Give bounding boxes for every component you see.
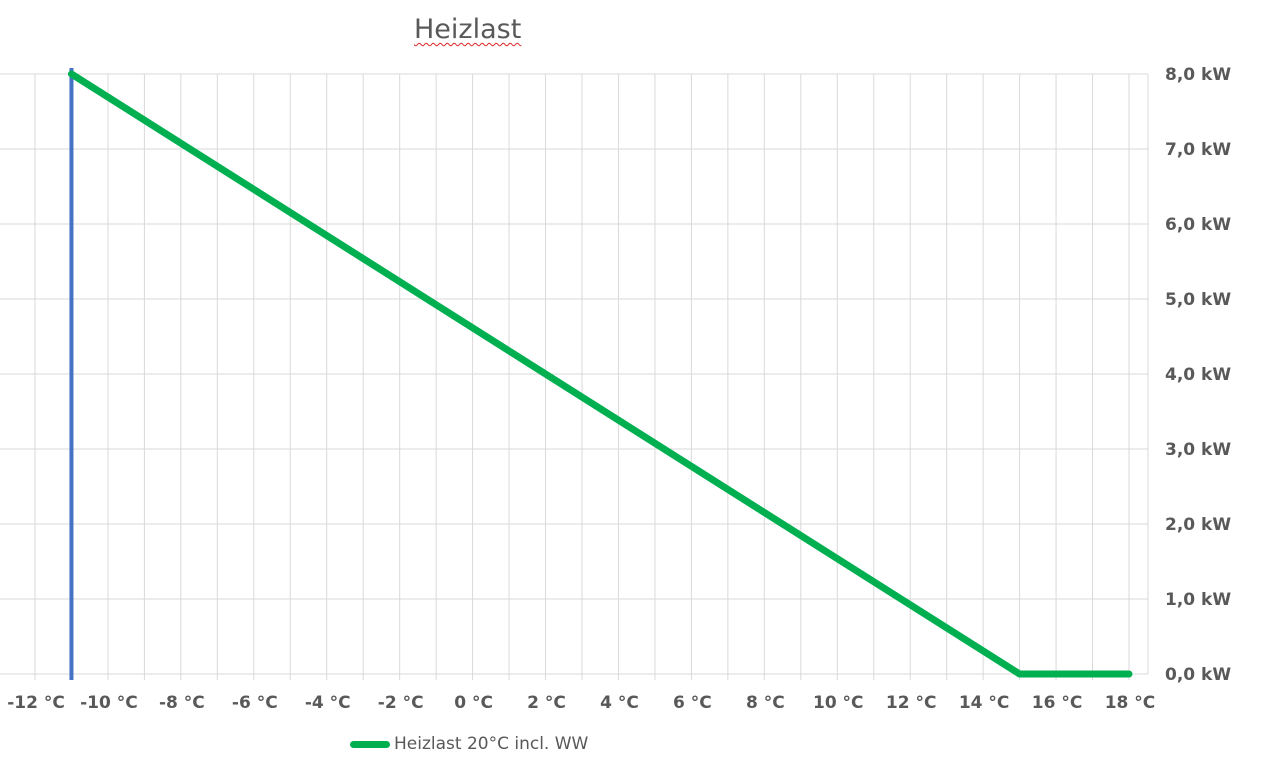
y-tick-label: 8,0 kW (1165, 65, 1231, 85)
legend-label: Heizlast 20°C incl. WW (394, 734, 589, 754)
chart-title: Heizlast (414, 14, 522, 45)
y-tick-label: 6,0 kW (1165, 215, 1231, 235)
x-tick-label: -6 °C (232, 693, 278, 713)
x-axis-tick-labels: -12 °C -10 °C -8 °C -6 °C -4 °C -2 °C 0 °C 2 °C… (7, 693, 1155, 713)
x-tick-label: -8 °C (159, 693, 205, 713)
x-tick-label: 18 °C (1105, 693, 1156, 713)
y-tick-label: 5,0 kW (1165, 290, 1231, 310)
x-tick-label: 10 °C (813, 693, 864, 713)
x-tick-label: 8 °C (746, 693, 785, 713)
y-tick-label: 7,0 kW (1165, 140, 1231, 160)
grid-lines (0, 73, 1149, 680)
x-tick-label: 12 °C (886, 693, 937, 713)
series-layer (67, 70, 1133, 678)
y-axis-tick-labels: 0,0 kW 1,0 kW 2,0 kW 3,0 kW 4,0 kW 5,0 kW 6,0 … (1165, 65, 1231, 685)
series-line (67, 70, 1133, 678)
legend-swatch (350, 740, 390, 748)
y-tick-label: 3,0 kW (1165, 440, 1231, 460)
y-tick-label: 1,0 kW (1165, 590, 1231, 610)
x-tick-label: 2 °C (527, 693, 566, 713)
x-tick-label: -4 °C (305, 693, 351, 713)
x-tick-label: 6 °C (673, 693, 712, 713)
x-tick-label: -10 °C (80, 693, 138, 713)
y-tick-label: 4,0 kW (1165, 365, 1231, 385)
x-tick-label: 4 °C (600, 693, 639, 713)
x-tick-label: 16 °C (1032, 693, 1083, 713)
x-tick-label: 0 °C (454, 693, 493, 713)
x-tick-label: 14 °C (959, 693, 1010, 713)
y-tick-label: 2,0 kW (1165, 515, 1231, 535)
x-tick-label: -2 °C (378, 693, 424, 713)
x-tick-label: -12 °C (7, 693, 65, 713)
y-tick-label: 0,0 kW (1165, 665, 1231, 685)
legend: Heizlast 20°C incl. WW (350, 732, 588, 756)
